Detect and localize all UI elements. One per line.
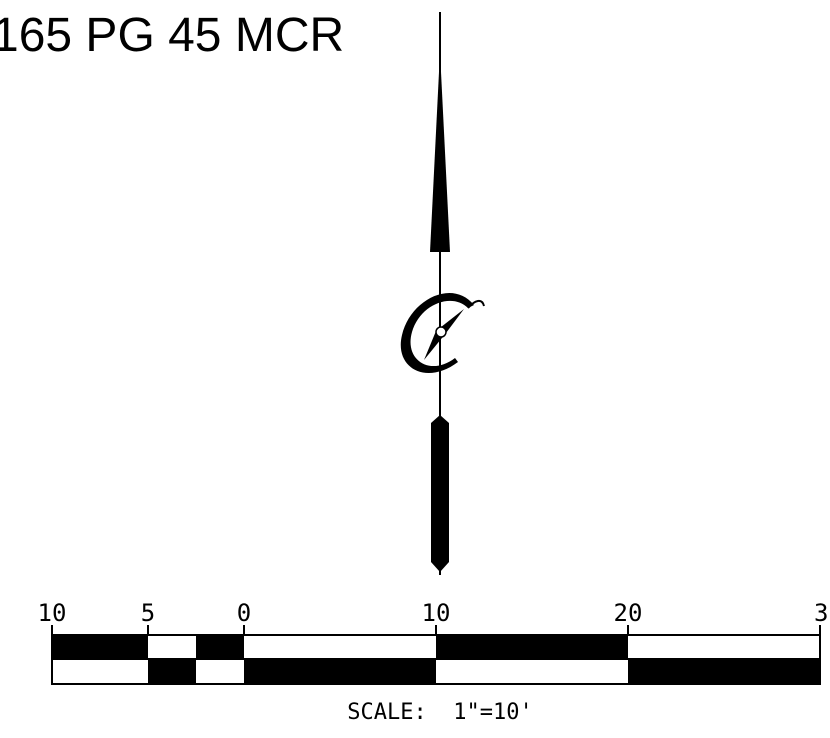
- scale-seg-bottom-2: [244, 659, 436, 684]
- north-arrow-tail: [431, 415, 449, 572]
- scale-seg-bottom-3: [628, 659, 820, 684]
- plat-reference: 165 PG 45 MCR: [0, 9, 345, 62]
- scale-label-20: 20: [614, 599, 643, 627]
- scale-label-5: 5: [141, 599, 155, 627]
- scale-label-0: 0: [237, 599, 251, 627]
- scale-seg-bottom-1: [148, 659, 196, 684]
- scale-bar: 10 5 0 10 20 30 SCALE: 1"=10': [38, 599, 830, 725]
- compass-rose-icon: [400, 292, 485, 374]
- scale-label-10-left: 10: [38, 599, 67, 627]
- scale-seg-top-1: [52, 635, 148, 659]
- compass-arc: [400, 292, 474, 374]
- scale-seg-top-3: [436, 635, 628, 659]
- scale-label-30: 30: [814, 599, 830, 627]
- compass-pivot: [435, 326, 447, 338]
- scale-seg-top-2: [196, 635, 244, 659]
- compass-flourish: [467, 300, 485, 309]
- scale-caption: SCALE: 1"=10': [347, 700, 532, 725]
- compass-needle-lower: [424, 331, 446, 360]
- scale-label-10-right: 10: [422, 599, 451, 627]
- north-arrow-icon: [430, 12, 450, 575]
- north-arrow-head: [430, 52, 450, 252]
